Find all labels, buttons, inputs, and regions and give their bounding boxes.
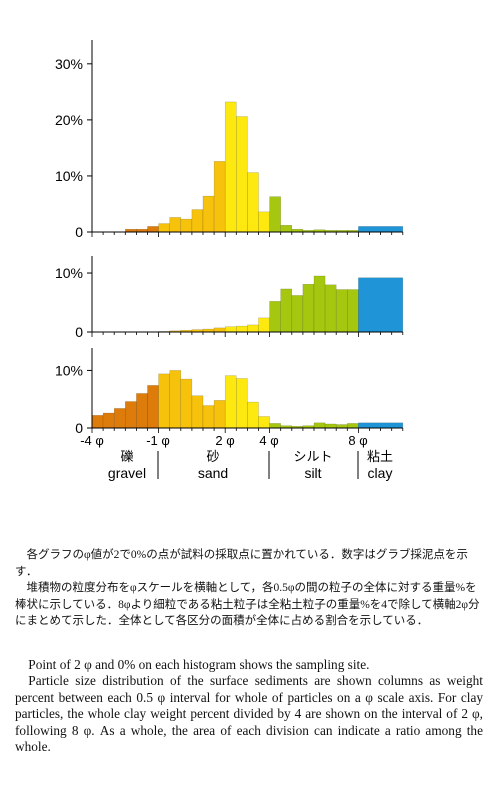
- grain-size-histograms: 0 10% 20% 30% 0 10% 0 10% -4 φ -1 φ 2 φ 4 φ 8 φ…: [55, 40, 404, 481]
- bar: [258, 211, 270, 233]
- bar: [269, 196, 281, 233]
- bar: [247, 401, 259, 429]
- bar: [91, 415, 104, 429]
- bar: [147, 385, 159, 429]
- y-tick-label: 0: [75, 224, 83, 240]
- bar: [180, 218, 193, 233]
- x-tick-label: 8 φ: [348, 433, 367, 448]
- bar: [313, 275, 326, 333]
- bar: [347, 423, 359, 429]
- caption-jp-paragraph: 各グラフのφ値が2で0%の点が試料の採取点に置かれている．数字はグラブ採泥点を示…: [15, 549, 468, 578]
- division-jp-sand: 砂: [206, 449, 219, 464]
- y-tick-label: 10%: [55, 168, 83, 184]
- division-separators: [157, 451, 359, 479]
- bar: [236, 378, 248, 429]
- y-tick-label: 10%: [55, 362, 83, 378]
- bar: [102, 412, 115, 429]
- division-jp-silt: シルト: [293, 449, 332, 464]
- division-en-clay: clay: [368, 465, 393, 481]
- x-tick-label: 4 φ: [259, 433, 278, 448]
- division-en-sand: sand: [198, 465, 228, 481]
- bar: [180, 378, 193, 429]
- bar: [224, 326, 237, 333]
- caption-japanese: 各グラフのφ値が2で0%の点が試料の採取点に置かれている．数字はグラブ採泥点を示…: [15, 547, 483, 630]
- bar: [147, 226, 159, 233]
- bar: [191, 209, 204, 233]
- bar: [258, 317, 270, 333]
- bar: [280, 288, 293, 333]
- histogram-panel-bottom: 0 10%: [55, 348, 404, 436]
- bar: [247, 324, 259, 333]
- bar: [169, 217, 182, 233]
- bar: [280, 225, 293, 233]
- bar: [236, 116, 248, 233]
- bar: [125, 401, 137, 429]
- histogram-panel-middle: 0 10%: [55, 256, 404, 340]
- bar: [358, 226, 404, 233]
- bar: [358, 422, 404, 429]
- bar: [213, 400, 226, 429]
- division-jp-gravel: 礫: [120, 449, 133, 464]
- caption-en-paragraph: Particle size distribution of the surfac…: [15, 673, 483, 755]
- y-tick-label: 30%: [55, 56, 83, 72]
- x-tick-label: 2 φ: [215, 433, 234, 448]
- x-tick-label: -1 φ: [146, 433, 170, 448]
- bar: [302, 283, 315, 333]
- bar: [158, 223, 170, 233]
- bar: [136, 393, 148, 429]
- x-tick-label: -4 φ: [80, 433, 104, 448]
- bar: [202, 405, 215, 429]
- y-tick-label: 20%: [55, 112, 83, 128]
- bar: [358, 277, 404, 333]
- bar: [335, 424, 348, 429]
- caption-jp-paragraph: 堆積物の粒度分布をφスケールを横軸として，各0.5φの間の粒子の全体に対する重量…: [15, 582, 480, 627]
- bar: [269, 301, 281, 333]
- division-labels: 礫 gravel 砂 sand シルト silt 粘土 clay: [108, 449, 393, 481]
- histogram-panels: 0 10% 20% 30% 0 10% 0 10%: [55, 40, 404, 436]
- bar: [113, 408, 126, 429]
- bar: [224, 101, 237, 233]
- bar: [347, 289, 359, 333]
- caption-en-paragraph: Point of 2 φ and 0% on each histogram sh…: [28, 657, 370, 672]
- bar: [191, 395, 204, 429]
- bar: [236, 325, 248, 333]
- bar: [202, 195, 215, 233]
- bar: [213, 161, 226, 233]
- bar: [158, 373, 170, 429]
- y-tick-label: 0: [75, 420, 83, 436]
- bar: [247, 172, 259, 233]
- bar: [224, 375, 237, 429]
- bar: [324, 284, 337, 333]
- y-tick-label: 0: [75, 324, 83, 340]
- division-jp-clay: 粘土: [367, 449, 393, 464]
- bar: [291, 295, 304, 333]
- bar: [324, 423, 337, 429]
- bar: [313, 422, 326, 429]
- x-tick-labels: -4 φ -1 φ 2 φ 4 φ 8 φ: [80, 433, 367, 448]
- histogram-panel-top: 0 10% 20% 30%: [55, 40, 404, 240]
- y-tick-label: 10%: [55, 265, 83, 281]
- caption-english: Point of 2 φ and 0% on each histogram sh…: [15, 657, 483, 755]
- bar: [335, 289, 348, 333]
- bar: [213, 327, 226, 333]
- division-en-gravel: gravel: [108, 465, 146, 481]
- bar: [258, 416, 270, 429]
- bar: [169, 370, 182, 429]
- bar: [269, 423, 281, 429]
- division-en-silt: silt: [304, 465, 321, 481]
